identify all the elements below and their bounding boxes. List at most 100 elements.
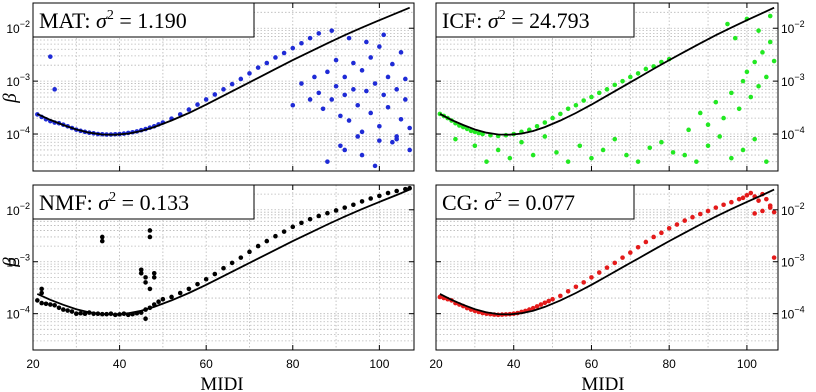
data-point (73, 311, 79, 316)
data-point (542, 120, 548, 125)
data-point (351, 202, 356, 208)
x-tick-label: 60 (585, 357, 599, 371)
y-tick-label: 10−4 (781, 125, 805, 142)
data-point (147, 228, 153, 233)
data-point (624, 152, 629, 158)
data-point (325, 159, 330, 164)
data-point (346, 118, 352, 123)
data-point (620, 255, 625, 260)
y-tick-label: 10−4 (6, 305, 30, 322)
data-point (519, 139, 524, 145)
data-point (307, 216, 313, 222)
data-point (764, 196, 769, 202)
data-point (635, 244, 641, 250)
data-point (484, 159, 489, 164)
data-point (565, 159, 571, 164)
data-point (307, 35, 313, 41)
data-point (151, 275, 157, 280)
data-point (530, 305, 536, 311)
data-point (299, 81, 304, 86)
data-point (767, 205, 773, 210)
data-point (48, 302, 53, 307)
data-point (368, 196, 374, 201)
data-point (635, 71, 641, 76)
data-point (721, 202, 726, 208)
data-point (390, 61, 395, 67)
data-point (717, 134, 723, 139)
y-axis-label-top: β (0, 93, 21, 104)
data-point (612, 82, 618, 88)
data-point (697, 110, 703, 116)
x-tick-label: 40 (507, 357, 521, 371)
data-point (299, 220, 304, 226)
data-point (39, 290, 44, 296)
data-point (748, 94, 754, 100)
data-point (359, 68, 365, 73)
data-point (558, 293, 563, 299)
data-point (372, 163, 378, 169)
data-point (195, 281, 200, 287)
data-point (229, 260, 235, 266)
data-point (744, 69, 750, 75)
data-point (385, 190, 391, 196)
data-point (612, 136, 618, 142)
data-point (160, 296, 166, 302)
data-point (740, 147, 746, 153)
data-point (221, 265, 226, 271)
data-point (364, 39, 369, 45)
data-point (534, 123, 540, 129)
data-point (472, 143, 478, 149)
data-point (546, 298, 552, 304)
data-point (565, 288, 571, 294)
data-point (740, 78, 746, 84)
data-point (612, 260, 618, 266)
y-tick-label: 10−2 (781, 19, 805, 36)
title-box (32, 2, 255, 38)
data-point (713, 99, 719, 105)
data-point (325, 210, 330, 216)
y-tick-label: 10−4 (6, 125, 30, 142)
data-point (177, 290, 183, 296)
data-point (385, 105, 391, 110)
data-point (346, 35, 352, 41)
data-point (195, 102, 200, 107)
data-point (212, 92, 218, 97)
data-point (771, 255, 777, 260)
data-point (333, 57, 339, 63)
data-point (530, 152, 536, 158)
data-point (138, 267, 144, 273)
data-point (290, 45, 296, 51)
data-point (666, 226, 672, 231)
data-point (403, 76, 408, 82)
data-point (290, 224, 296, 230)
data-point (316, 31, 322, 36)
data-point (264, 60, 270, 66)
data-point (394, 188, 399, 194)
data-point (138, 270, 144, 276)
data-point (581, 98, 586, 103)
y-tick-label: 10−3 (781, 72, 805, 89)
y-tick-label: 10−2 (781, 201, 805, 218)
data-point (628, 250, 633, 255)
data-point (495, 147, 501, 153)
data-point (729, 199, 734, 205)
data-point (596, 90, 602, 96)
svg-text:β: β (0, 93, 21, 104)
data-point (307, 97, 313, 102)
data-point (635, 159, 641, 164)
data-point (729, 155, 734, 161)
data-point (767, 13, 773, 19)
data-point (229, 81, 235, 87)
data-point (377, 44, 382, 49)
data-point (186, 286, 192, 292)
data-point (437, 294, 443, 300)
data-point (342, 92, 348, 98)
data-point (151, 270, 157, 276)
data-point (407, 125, 412, 131)
data-point (333, 208, 339, 213)
data-point (682, 152, 688, 158)
data-point (69, 309, 75, 314)
data-point (255, 65, 261, 70)
data-point (398, 50, 404, 55)
data-points (437, 190, 777, 318)
